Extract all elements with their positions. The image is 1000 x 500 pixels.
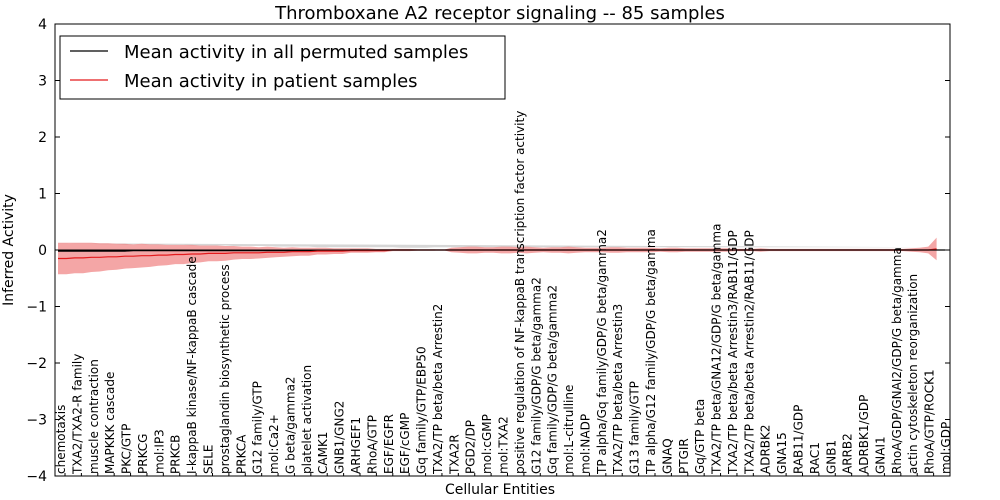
x-tick-label: SELE [202,445,216,474]
x-tick-label: PKC/GTP [120,424,134,474]
x-tick-label: Gq family/GDP/G beta/gamma2 [546,285,560,474]
x-tick-label: Gq family/GTP/EBP50 [415,346,429,474]
x-tick-label: RhoA/GTP/ROCK1 [923,369,937,474]
legend: Mean activity in all permuted samples Me… [59,35,506,100]
x-tick-label: TXA2R [447,434,461,475]
x-tick-label: Gq/GTP beta [693,399,707,474]
x-tick-label: EGF/EGFR [382,414,396,474]
x-tick-label: TP alpha/G12 family/GDP/G beta/gamma [644,229,658,475]
x-tick-label: GNAI1 [873,436,887,474]
y-tick-label: −3 [26,413,47,429]
x-tick-label: EGF/cGMP [398,413,412,474]
x-tick-label: muscle contraction [87,359,101,474]
confidence-bands [58,237,937,275]
x-tick-label: TXA2/TP beta/beta Arrestin3 [611,304,625,475]
y-axis-label: Inferred Activity [1,194,17,306]
x-tick-label: G13 family/GTP [628,381,642,474]
y-tick-label: 4 [38,17,47,33]
legend-label-patient: Mean activity in patient samples [124,71,418,92]
y-ticks: −4 −3 −2 −1 0 1 2 3 4 [26,17,950,485]
x-tick-label: RhoA/GDP/GNAI2/GDP/G beta/gamma [890,247,904,474]
x-tick-label: mol:NADP [578,414,592,474]
x-tick-label: ADRBK1/GDP [857,395,871,474]
x-axis-label: Cellular Entities [445,482,555,498]
y-tick-label: −2 [26,356,47,372]
confidence-band-0 [58,243,937,248]
x-tick-label: ADRBK2 [759,424,773,474]
x-tick-label: TXA2/TP beta/beta Arrestin3/RAB11/GDP [726,230,740,475]
y-tick-label: 1 [38,187,47,203]
x-tick-label: mol:TXA2 [497,416,511,474]
x-tick-label: G beta/gamma2 [283,376,297,474]
x-tick-label: GNAQ [660,438,674,474]
x-tick-label: chemotaxis [54,405,68,474]
x-tick-label: ARHGEF1 [349,417,363,474]
confidence-band-1 [58,237,937,275]
x-tick-label: GNB1/GNG2 [333,401,347,474]
x-tick-label: PRKCA [234,434,248,474]
legend-label-permuted: Mean activity in all permuted samples [124,42,468,63]
x-tick-label: mol:L-citrulline [562,385,576,474]
x-tick-label: actin cytoskeleton reorganization [906,274,920,474]
plot-frame [54,23,951,477]
x-tick-label: TXA2/TP beta/GNA12/GDP/G beta/gamma [710,224,724,475]
x-tick-label: G12 family/GTP [251,381,265,474]
x-tick-label: TXA2/TXA2-R family [70,354,84,475]
x-tick-label: TXA2/TP beta/beta Arrestin2/RAB11/GDP [742,230,756,475]
chart-title: Thromboxane A2 receptor signaling -- 85 … [274,3,725,24]
y-tick-label: 0 [38,243,47,259]
x-tick-label: MAPKKK cascade [103,372,117,474]
x-tick-label: TP alpha/Gq family/GDP/G beta/gamma2 [595,229,609,475]
x-tick-label: RAB11/GDP [792,405,806,474]
y-tick-label: 3 [38,74,47,90]
x-tick-labels: chemotaxis TXA2/TXA2-R family muscle contr… [54,111,953,476]
x-tick-label: prostaglandin biosynthetic process [218,264,232,474]
y-tick-label: −1 [26,300,47,316]
x-tick-label: RAC1 [808,442,822,474]
x-tick-label: CAMK1 [316,432,330,474]
legend-box [59,35,506,100]
x-tick-label: positive regulation of NF-kappaB transcr… [513,111,527,474]
x-tick-label: GNB1 [824,440,838,474]
y-tick-label: 2 [38,130,47,146]
x-tick-label: platelet activation [300,365,314,474]
x-tick-label: ARRB2 [841,433,855,474]
x-tick-label: I-kappaB kinase/NF-kappaB cascade [185,256,199,474]
x-tick-label: G12 family/GDP/G beta/gamma2 [529,277,543,474]
y-tick-label: −4 [26,469,47,485]
x-tick-label: TXA2/TP beta/beta Arrestin2 [431,304,445,475]
x-tick-label: mol:Ca2+ [267,414,281,474]
x-tick-label: mol:cGMP [480,414,494,474]
x-tick-label: RhoA/GTP [365,415,379,474]
x-tick-label: mol:IP3 [152,429,166,474]
x-tick-label: PRKCB [169,435,183,474]
x-tick-label: PTGIR [677,438,691,474]
x-tick-label: mol:GDP [939,422,953,474]
x-tick-label: PRKCG [136,434,150,474]
x-tick-label: GNA15 [775,432,789,474]
x-tick-label: PGD2/DP [464,420,478,474]
